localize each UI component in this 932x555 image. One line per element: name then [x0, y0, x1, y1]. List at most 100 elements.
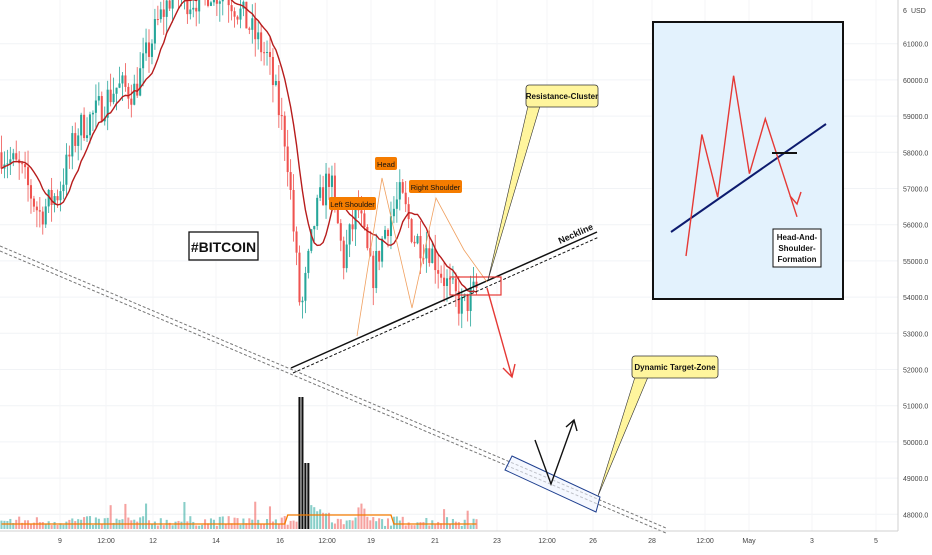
price-tick-label: 50000.0 — [903, 440, 928, 447]
candle — [83, 107, 86, 141]
candle — [289, 159, 292, 200]
volume-average-line — [1, 514, 477, 525]
candle — [348, 223, 351, 258]
pattern-path — [356, 177, 488, 337]
volume-bar — [310, 505, 313, 529]
candle — [0, 135, 3, 174]
candle — [295, 226, 298, 266]
candle — [68, 145, 71, 169]
candle — [218, 0, 221, 22]
volume-bar — [410, 525, 413, 529]
price-tick-label: 54000.0 — [903, 295, 928, 302]
candle — [469, 275, 472, 327]
volume-bar — [29, 523, 33, 529]
candle — [375, 233, 378, 294]
candle — [313, 225, 316, 242]
volume-bar — [369, 520, 372, 529]
price-axis[interactable]: 6 USD 61000.0 60000.0 59000.0 58000.0 57000.… — [897, 0, 928, 531]
candle — [239, 0, 242, 29]
volume-bar — [198, 525, 201, 529]
volume-bar — [345, 520, 348, 529]
volume-bar — [277, 524, 280, 529]
volume-bar — [59, 523, 62, 529]
candle — [32, 195, 35, 213]
volume-bar — [245, 523, 248, 529]
volume-bar — [186, 521, 189, 529]
price-tick-label: 48000.0 — [903, 512, 928, 519]
volume-bar — [56, 525, 59, 529]
inset-panel: Head-And- Shoulder- Formation — [652, 21, 844, 300]
candle — [80, 112, 83, 151]
volume-bar — [339, 519, 342, 529]
volume-bar — [422, 522, 425, 529]
volume-bar — [156, 525, 159, 529]
volume-bar — [227, 516, 230, 529]
candle — [171, 0, 174, 23]
candle — [15, 140, 18, 161]
bitcoin-title-box: #BITCOIN — [188, 231, 259, 261]
volume-bar — [401, 516, 404, 529]
price-axis-top-label: 6 — [903, 8, 907, 15]
inset-arrowhead — [789, 191, 802, 206]
candle — [71, 125, 74, 170]
candle — [227, 0, 230, 23]
volume-bar — [333, 523, 336, 529]
volume-bar — [413, 525, 416, 529]
right-shoulder-label: Right Shoulder — [411, 183, 461, 192]
volume-bar — [395, 516, 398, 529]
volume-bar — [351, 520, 354, 529]
candle — [283, 111, 286, 161]
resistance-box — [449, 276, 502, 296]
volume-bar — [330, 522, 333, 529]
volume-bar — [130, 520, 133, 529]
volume-bar — [363, 508, 366, 529]
candle — [77, 128, 80, 161]
volume-bar — [419, 522, 422, 529]
volume-bar — [322, 512, 325, 529]
bitcoin-title: #BITCOIN — [191, 239, 256, 255]
volume-bar — [127, 517, 130, 529]
candle — [268, 36, 272, 75]
candle — [265, 40, 269, 66]
volume-bar — [91, 524, 94, 529]
candle — [221, 0, 224, 16]
candle — [425, 231, 428, 273]
volume-bar — [319, 509, 322, 529]
volume-bar — [268, 506, 272, 529]
volume-bar — [112, 522, 115, 529]
candle — [251, 4, 254, 44]
volume-bar — [375, 521, 378, 529]
candle — [254, 2, 257, 57]
price-tick-label: 56000.0 — [903, 223, 928, 230]
candle — [351, 209, 354, 242]
volume-bar — [109, 505, 112, 529]
left-shoulder-tag: Left Shoulder — [329, 197, 376, 210]
volume-bar — [0, 520, 3, 529]
candle — [168, 0, 171, 12]
price-tick-label: 57000.0 — [903, 187, 928, 194]
inset-label-line-1: Head-And- — [777, 233, 818, 242]
time-axis[interactable]: 9 12:00 12 14 16 12:00 19 21 23 12:00 26 28 12:00 May… — [0, 530, 898, 545]
candle — [26, 150, 30, 202]
candle — [280, 97, 283, 130]
price-tick-label: 55000.0 — [903, 259, 928, 266]
price-tick-label: 60000.0 — [903, 78, 928, 85]
time-tick-label: 12:00 — [97, 538, 115, 545]
candle — [443, 261, 446, 302]
candle — [142, 37, 145, 87]
volume-bar — [195, 525, 198, 529]
volume-bar — [475, 519, 478, 529]
time-tick-label: 9 — [58, 538, 62, 545]
volume-bar — [304, 463, 307, 529]
time-tick-label: 3 — [810, 538, 814, 545]
volume-bar — [280, 517, 283, 529]
volume-bar — [443, 509, 446, 529]
candle — [230, 0, 233, 21]
candle — [124, 63, 127, 92]
volume-bar — [289, 520, 292, 529]
candle — [307, 248, 310, 279]
time-tick-label: 5 — [874, 538, 878, 545]
candle — [277, 65, 280, 128]
